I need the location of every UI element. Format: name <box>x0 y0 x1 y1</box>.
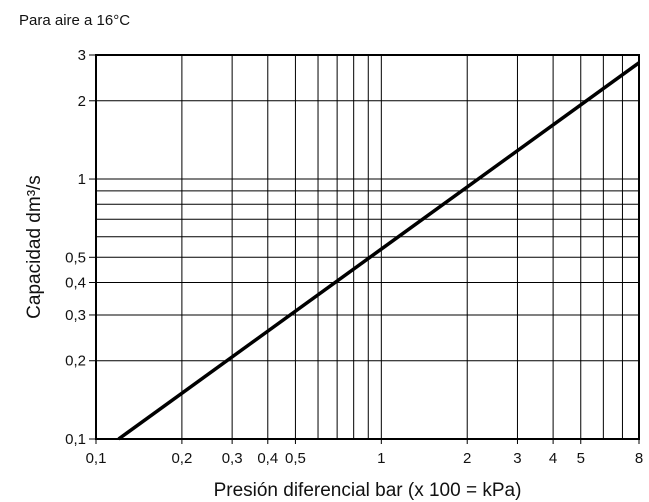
y-tick-label: 2 <box>78 93 86 110</box>
x-tick-label: 3 <box>513 450 521 467</box>
y-tick-label: 1 <box>78 171 86 188</box>
plot-frame <box>95 54 640 440</box>
chart-note: Para aire a 16°C <box>19 12 131 29</box>
y-tick-label: 0,1 <box>65 431 86 448</box>
x-axis-label: Presión diferencial bar (x 100 = kPa) <box>214 480 522 501</box>
y-axis-label: Capacidad dm³/s <box>24 175 45 319</box>
grid <box>96 55 639 439</box>
x-tick-label: 1 <box>377 450 385 467</box>
x-tick-label: 2 <box>463 450 471 467</box>
x-tick-label: 0,3 <box>222 450 243 467</box>
y-tick-label: 0,4 <box>65 274 86 291</box>
x-tick-label: 0,2 <box>171 450 192 467</box>
y-tick-label: 0,5 <box>65 249 86 266</box>
y-tick-label: 0,2 <box>65 353 86 370</box>
x-tick-label: 5 <box>577 450 585 467</box>
x-tick-label: 0,4 <box>257 450 278 467</box>
x-tick-label: 4 <box>549 450 557 467</box>
series <box>117 61 641 441</box>
y-tick-label: 3 <box>78 47 86 64</box>
x-tick-label: 0,5 <box>285 450 306 467</box>
ticks: 0,1 0,2 0,3 0,4 0,5 1 2 3 4 5 8 0,1 0,2 0,3 0,4 0,5 1 2 3 <box>65 47 643 467</box>
x-tick-label: 0,1 <box>86 450 107 467</box>
y-tick-label: 0,3 <box>65 307 86 324</box>
series-line <box>117 61 641 441</box>
x-tick-label: 8 <box>635 450 643 467</box>
